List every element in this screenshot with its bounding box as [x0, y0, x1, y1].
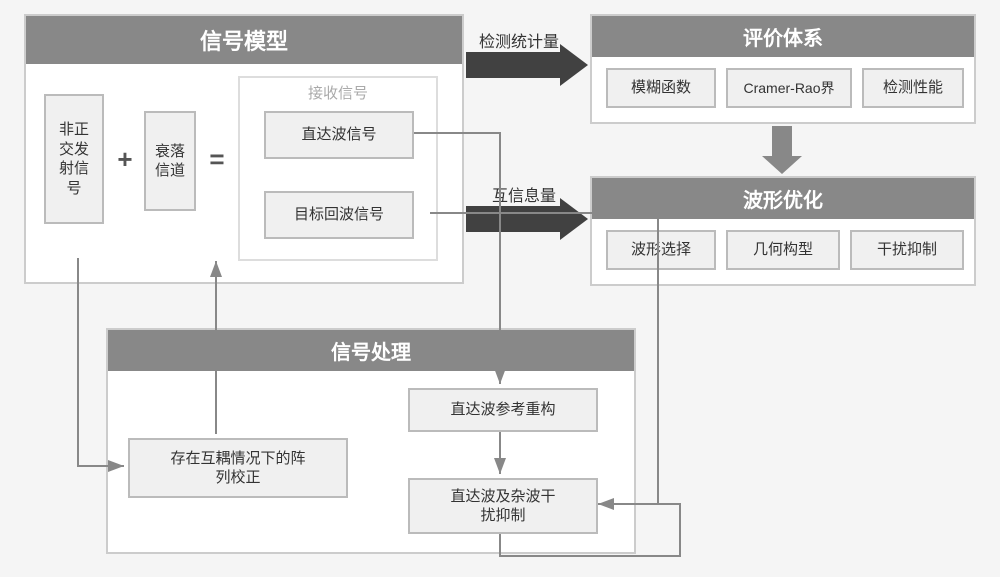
- cell-ref-recon: 直达波参考重构: [408, 388, 598, 432]
- arrow-label-top: 检测统计量: [479, 28, 559, 52]
- cell-interf-supp: 直达波及杂波干 扰抑制: [408, 478, 598, 534]
- signal-model-title: 信号模型: [26, 16, 462, 64]
- arrow-label-bottom: 互信息量: [492, 182, 556, 206]
- evaluation-title: 评价体系: [592, 16, 974, 57]
- processing-title: 信号处理: [108, 330, 634, 371]
- optimization-panel: 波形优化 波形选择 几何构型 干扰抑制: [590, 176, 976, 286]
- cell-opt-1: 几何构型: [726, 230, 840, 270]
- evaluation-panel: 评价体系 模糊函数 Cramer-Rao界 检测性能: [590, 14, 976, 124]
- processing-panel: 信号处理 存在互耦情况下的阵 列校正 直达波参考重构 直达波及杂波干 扰抑制: [106, 328, 636, 554]
- op-plus: +: [112, 146, 138, 172]
- cell-channel: 衰落 信道: [144, 111, 196, 211]
- cell-eval-2: 检测性能: [862, 68, 964, 108]
- cell-tx: 非正 交发 射信 号: [44, 94, 104, 224]
- cell-echo: 目标回波信号: [264, 191, 414, 239]
- arrow-eval-to-opt: [762, 126, 802, 174]
- optimization-title: 波形优化: [592, 178, 974, 219]
- cell-eval-1: Cramer-Rao界: [726, 68, 852, 108]
- signal-model-panel: 信号模型 非正 交发 射信 号 + 衰落 信道 = 接收信号 直达波信号 目标回…: [24, 14, 464, 284]
- cell-eval-0: 模糊函数: [606, 68, 716, 108]
- cell-direct: 直达波信号: [264, 111, 414, 159]
- cell-array-cal: 存在互耦情况下的阵 列校正: [128, 438, 348, 498]
- cell-opt-2: 干扰抑制: [850, 230, 964, 270]
- op-eq: =: [204, 146, 230, 172]
- cell-opt-0: 波形选择: [606, 230, 716, 270]
- cell-rx-group-label: 接收信号: [240, 84, 436, 104]
